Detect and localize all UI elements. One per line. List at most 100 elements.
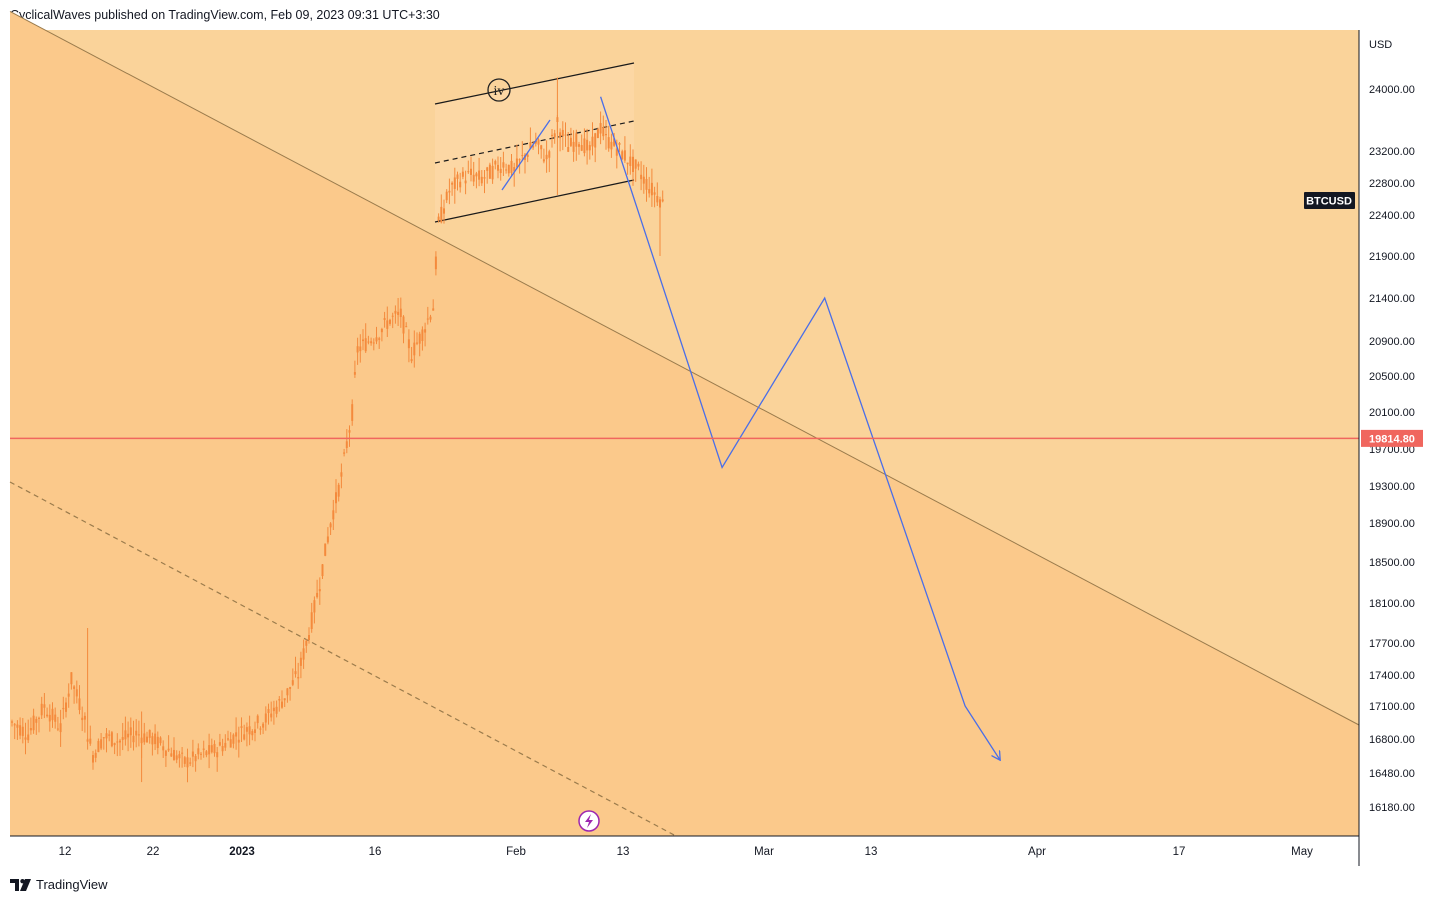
candle-body [337, 484, 340, 497]
candle-body [578, 144, 580, 147]
candle-body [148, 729, 151, 738]
candle-body [613, 138, 616, 146]
candle-body [451, 182, 454, 185]
candle-body [137, 734, 140, 736]
candle-body [383, 318, 386, 321]
candle-body [615, 148, 618, 156]
candle-body [529, 142, 532, 149]
candle-body [648, 189, 651, 194]
candle-body [54, 714, 57, 722]
candle-body [467, 171, 470, 173]
tradingview-brand: TradingView [36, 877, 108, 892]
candle-body [656, 195, 659, 203]
y-tick-label: 19300.00 [1369, 481, 1415, 493]
candle-body [440, 206, 443, 223]
candle-body [194, 755, 197, 762]
candle-body [380, 328, 383, 333]
candle-body [248, 726, 251, 735]
candle-body [483, 177, 486, 179]
trendline-solid [9, 11, 1360, 726]
candle-body [602, 126, 605, 137]
y-tick-label: 22800.00 [1369, 178, 1415, 190]
candle-body [113, 743, 116, 746]
candle-body [29, 728, 32, 731]
candle-body [367, 341, 370, 343]
candle-body [397, 311, 400, 315]
candle-body [640, 174, 643, 180]
lightning-icon[interactable] [578, 810, 600, 832]
candle-body [521, 155, 524, 157]
candle-body [227, 738, 229, 740]
candle-body [267, 709, 270, 713]
candle-body [191, 751, 194, 757]
candle-body [507, 164, 510, 174]
candle-body [205, 751, 208, 756]
candle-body [372, 342, 375, 344]
candle-body [548, 151, 551, 158]
candle-body [588, 145, 591, 151]
price-chart[interactable]: iv USD 24000.0023200.0022800.0022400.002… [0, 0, 1440, 870]
candle-body [175, 755, 178, 760]
candle-body [75, 689, 78, 697]
candle-body [275, 706, 278, 714]
candle-body [345, 441, 348, 448]
candle-body [324, 543, 327, 556]
x-tick-label: 22 [147, 846, 160, 858]
candle-body [343, 452, 346, 454]
candle-body [540, 145, 543, 150]
candle-body [561, 129, 564, 136]
candle-body [488, 164, 491, 179]
candle-body [289, 687, 292, 689]
candle-body [607, 137, 610, 149]
x-tick-label: 13 [865, 846, 878, 858]
candle-body [213, 743, 216, 754]
candle-body [83, 715, 86, 720]
symbol-label: BTCUSD [1306, 196, 1352, 208]
candle-body [456, 174, 459, 179]
candle-body [348, 430, 351, 433]
candle-body [272, 707, 275, 712]
candle-body [386, 320, 389, 329]
candle-body [70, 672, 73, 685]
symbol-badge: BTCUSD [1304, 192, 1355, 209]
x-tick-label: Mar [754, 846, 774, 858]
candle-body [251, 731, 254, 736]
candle-body [564, 134, 567, 136]
candle-body [299, 657, 302, 666]
candle-body [94, 752, 97, 758]
candle-body [559, 132, 562, 139]
candle-body [243, 734, 246, 740]
candle-body [491, 165, 494, 180]
candle-body [119, 740, 121, 743]
candle-body [429, 316, 432, 320]
x-tick-label: 16 [369, 846, 382, 858]
candle-body [105, 733, 108, 739]
candle-body [621, 151, 624, 160]
currency-label: USD [1369, 39, 1392, 51]
candle-body [434, 256, 437, 270]
candle-body [143, 733, 146, 743]
candle-body [65, 702, 67, 712]
candle-body [32, 715, 35, 731]
candle-body [108, 734, 111, 736]
candle-body [526, 154, 529, 157]
candle-body [178, 754, 181, 759]
y-tick-label: 24000.00 [1369, 84, 1415, 96]
candle-body [159, 737, 162, 744]
candle-body [278, 699, 281, 701]
candle-body [545, 154, 548, 160]
candle-body [62, 707, 65, 710]
candle-body [237, 739, 240, 743]
candle-body [599, 123, 602, 134]
candle-body [364, 338, 367, 352]
candle-body [146, 736, 148, 743]
candle-body [224, 742, 227, 748]
candle-body [167, 748, 170, 751]
tradingview-footer[interactable]: TradingView [10, 877, 108, 892]
x-tick-label: 12 [59, 846, 72, 858]
candle-body [389, 319, 391, 324]
candle-body [283, 698, 286, 701]
y-tick-label: 18900.00 [1369, 518, 1415, 530]
last-price-label: 19814.80 [1369, 433, 1415, 445]
y-tick-label: 21900.00 [1369, 251, 1415, 263]
